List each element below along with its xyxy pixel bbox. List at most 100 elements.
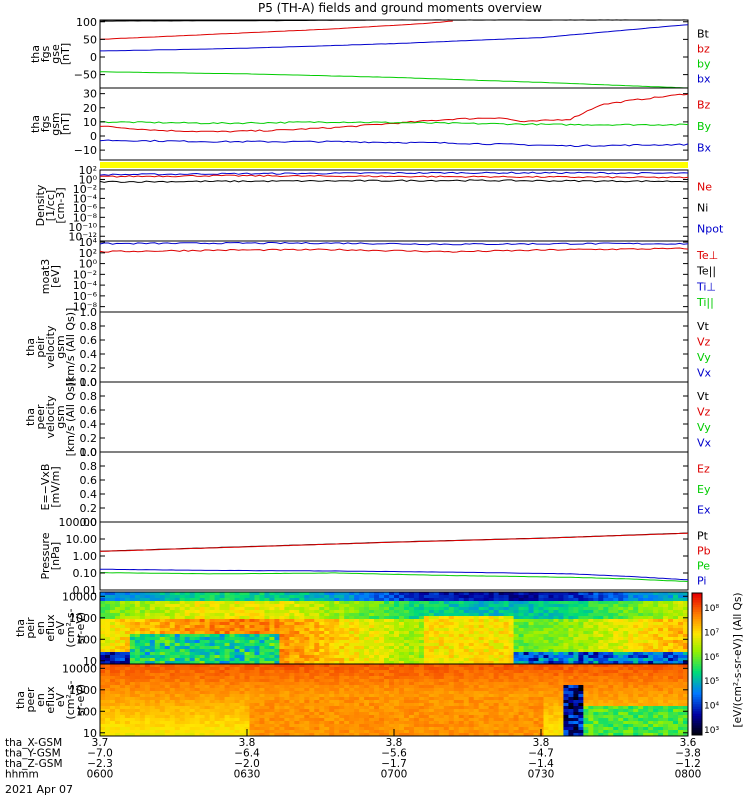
spec-cell — [100, 679, 106, 683]
spec-cell — [433, 598, 440, 602]
spec-cell — [403, 616, 410, 620]
spec-cell — [229, 685, 235, 689]
spec-cell — [319, 730, 325, 734]
spec-cell — [249, 643, 255, 647]
spec-cell — [389, 649, 395, 653]
spec-cell — [349, 721, 355, 725]
spec-cell — [428, 709, 435, 713]
spec-cell — [538, 655, 544, 659]
spec-cell — [463, 679, 470, 683]
spec-cell — [219, 667, 225, 671]
spec-cell — [129, 703, 136, 707]
spec-cell — [289, 691, 295, 695]
spec-cell — [448, 607, 455, 611]
spec-cell — [284, 667, 290, 671]
spec-cell — [413, 733, 420, 737]
spec-cell — [428, 712, 435, 716]
spec-cell — [329, 694, 335, 698]
spec-cell — [214, 712, 220, 716]
panel-peer-velocity: 1.00.80.60.40.20.0thapeervelocitygsm[km/… — [24, 376, 712, 459]
y-tick-label: 10⁻⁶ — [73, 202, 98, 215]
spec-cell — [433, 592, 440, 596]
spec-cell — [314, 721, 320, 725]
spec-cell — [129, 613, 136, 617]
spec-cell — [523, 607, 529, 611]
spec-cell — [254, 730, 260, 734]
spec-cell — [428, 640, 435, 644]
spec-cell — [239, 637, 245, 641]
spec-cell — [294, 730, 300, 734]
spec-cell — [438, 664, 445, 668]
spec-cell — [339, 625, 345, 629]
spec-cell — [568, 655, 574, 659]
spec-cell — [119, 592, 126, 596]
spec-cell — [334, 622, 340, 626]
spec-cell — [174, 712, 181, 716]
spec-cell — [234, 619, 240, 623]
spec-cell — [174, 721, 181, 725]
spec-cell — [334, 610, 340, 614]
spec-cell — [463, 643, 470, 647]
spec-cell — [129, 610, 136, 614]
spec-cell — [433, 724, 440, 728]
spec-cell — [144, 619, 151, 623]
spec-cell — [224, 643, 230, 647]
spec-cell — [134, 616, 141, 620]
spec-cell — [319, 697, 325, 701]
spec-cell — [384, 670, 390, 674]
spec-cell — [199, 616, 206, 620]
spec-cell — [463, 610, 470, 614]
spec-cell — [648, 601, 654, 605]
spec-cell — [568, 616, 574, 620]
spec-cell — [189, 646, 196, 650]
spec-cell — [389, 655, 395, 659]
spec-cell — [249, 649, 255, 653]
spec-cell — [374, 685, 380, 689]
spec-cell — [408, 733, 415, 737]
spec-cell — [673, 655, 679, 659]
spec-cell — [408, 601, 415, 605]
spec-cell — [593, 649, 599, 653]
spec-cell — [214, 604, 220, 608]
spec-cell — [109, 667, 116, 671]
spec-cell — [189, 673, 196, 677]
spec-cell — [319, 682, 325, 686]
spec-cell — [418, 601, 425, 605]
spec-cell — [279, 604, 285, 608]
spec-cell — [259, 706, 265, 710]
spec-cell — [613, 655, 619, 659]
spec-cell — [448, 715, 455, 719]
spec-cell — [304, 610, 310, 614]
spec-cell — [139, 625, 146, 629]
spec-cell — [209, 604, 216, 608]
spec-cell — [473, 649, 480, 653]
spec-cell — [493, 667, 500, 671]
spec-cell — [289, 634, 295, 638]
spec-cell — [204, 616, 211, 620]
spec-cell — [403, 673, 410, 677]
spec-cell — [453, 727, 460, 731]
spec-cell — [334, 634, 340, 638]
spec-cell — [164, 733, 171, 737]
spec-cell — [304, 592, 310, 596]
spec-cell — [374, 700, 380, 704]
spec-cell — [478, 610, 485, 614]
spec-cell — [104, 604, 111, 608]
spec-cell — [478, 673, 485, 677]
spec-cell — [369, 670, 375, 674]
spec-cell — [443, 667, 450, 671]
spec-cell — [403, 601, 410, 605]
spec-cell — [588, 622, 594, 626]
spec-cell — [428, 592, 435, 596]
spec-cell — [104, 661, 111, 665]
spec-cell — [438, 691, 445, 695]
spec-cell — [264, 631, 270, 635]
spec-cell — [448, 658, 455, 662]
spec-cell — [503, 643, 510, 647]
spec-cell — [124, 682, 131, 686]
spec-cell — [244, 607, 250, 611]
y-axis-label-line: [nT] — [59, 43, 72, 65]
spec-cell — [408, 637, 415, 641]
spec-cell — [623, 595, 629, 599]
spec-cell — [608, 616, 614, 620]
